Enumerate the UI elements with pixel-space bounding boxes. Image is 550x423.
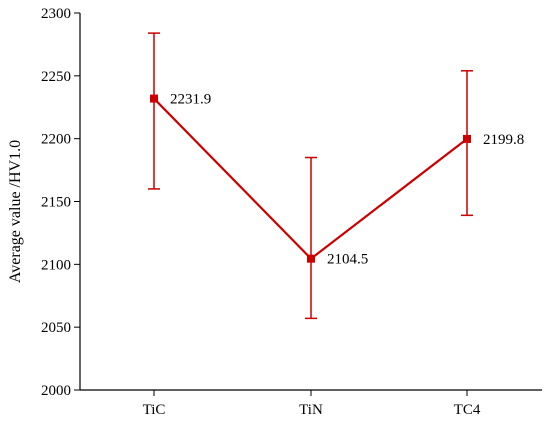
error-bars	[148, 32, 473, 320]
data-point-marker	[307, 254, 315, 263]
y-tick-label: 2250	[41, 69, 71, 85]
x-ticks: TiC TiN TC4	[143, 390, 481, 418]
x-tick-label: TC4	[454, 402, 481, 418]
data-markers	[150, 94, 471, 263]
data-value-label: 2231.9	[170, 92, 211, 108]
y-tick-label: 2200	[41, 132, 71, 148]
x-tick-label: TiN	[299, 402, 323, 418]
data-labels: 2231.9 2104.5 2199.8	[170, 92, 524, 268]
data-point-marker	[463, 134, 471, 143]
y-tick-label: 2100	[41, 257, 71, 273]
data-value-label: 2199.8	[483, 132, 524, 148]
y-tick-label: 2050	[41, 320, 71, 336]
y-axis-title: Average value /HV1.0	[7, 140, 24, 283]
y-tick-label: 2150	[41, 195, 71, 211]
data-value-label: 2104.5	[327, 252, 368, 268]
y-ticks: 2000 2050 2100 2150 2200 2250 2300	[41, 6, 80, 399]
y-tick-label: 2000	[41, 383, 71, 399]
x-tick-label: TiC	[143, 402, 166, 418]
y-tick-label: 2300	[41, 6, 71, 22]
data-point-marker	[150, 94, 158, 103]
